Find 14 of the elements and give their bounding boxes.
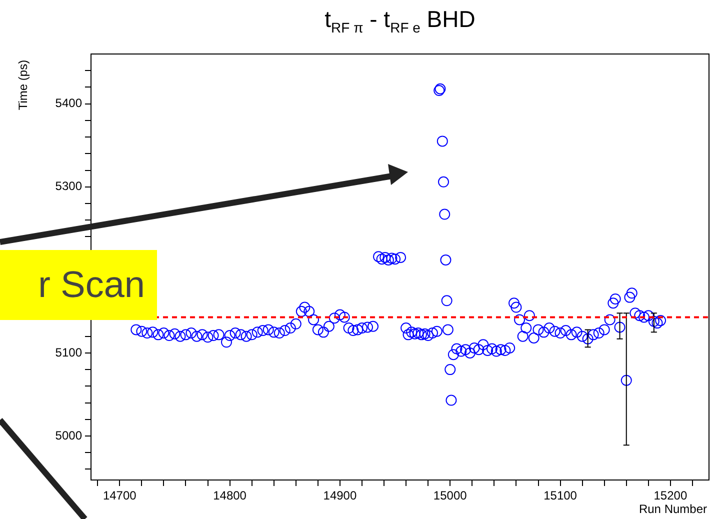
annotation: r Scan: [0, 250, 157, 320]
x-tick-label: 15200: [654, 488, 688, 503]
x-axis-title: Run Number: [638, 502, 707, 516]
x-tick-label: 14700: [102, 488, 137, 503]
x-tick-label: 15000: [433, 488, 468, 503]
x-tick-label: 15100: [544, 488, 578, 503]
x-tick-label: 14800: [213, 488, 247, 503]
y-tick-label: 5000: [55, 428, 82, 442]
y-tick-label: 5100: [55, 345, 82, 360]
y-axis-title: Time (ps): [16, 58, 30, 112]
y-tick-label: 5300: [55, 179, 82, 194]
y-tick-label: 5400: [55, 96, 82, 110]
x-tick-label: 14900: [323, 488, 357, 503]
chart-title: t$_{RF π}$ - t$_{RF e}$ BHD: [324, 6, 476, 36]
